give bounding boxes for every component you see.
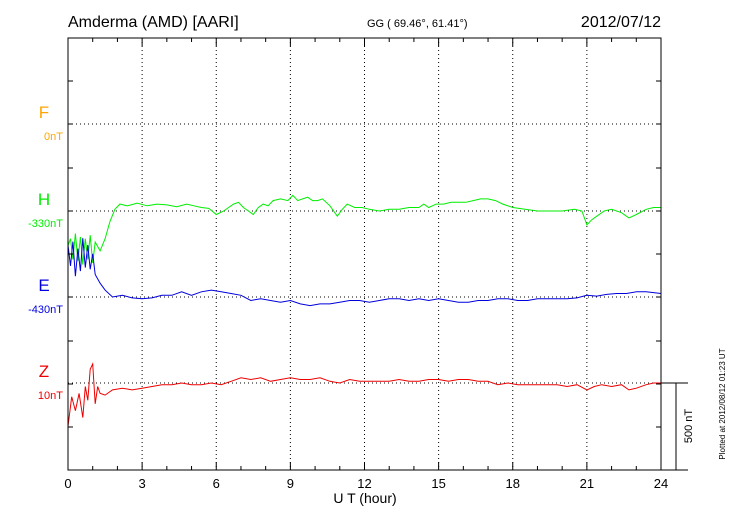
x-tick-label: 3 [139,476,146,491]
series-baseline-E: -430nT [28,304,63,316]
station-title: Amderma (AMD) [AARI] [68,14,239,31]
series-line-E [67,238,662,307]
scale-bar: 500 nT [661,382,695,471]
series-baseline-H: -330nT [28,218,63,230]
x-tick-label: 6 [213,476,220,491]
x-tick-label: 21 [580,476,594,491]
axis-ticks: 0 3 6 9 12 15 18 21 24 [64,38,668,491]
x-tick-label: 9 [287,476,294,491]
plotted-at-note: Plotted at 2012/08/12 01:23 UT [718,348,727,459]
x-tick-label: 24 [654,476,668,491]
x-tick-label: 0 [64,476,71,491]
series-baseline-F: 0nT [44,131,63,143]
series-line-H [67,194,661,265]
x-tick-label: 12 [357,476,371,491]
x-axis-label: U T (hour) [333,490,396,506]
series-name-H: H [38,190,50,209]
component-labels: F 0nT H -330nT E -430nT Z 10nT [28,103,63,402]
x-tick-label: 15 [431,476,445,491]
series-name-F: F [39,103,49,122]
series-baseline-Z: 10nT [38,390,63,402]
series-group [67,194,662,427]
series-name-E: E [38,276,49,295]
x-tick-label: 18 [506,476,520,491]
grid [68,38,661,470]
scale-bar-label: 500 nT [683,409,695,444]
coordinates-label: GG ( 69.46°, 61.41°) [367,18,468,30]
date-label: 2012/07/12 [581,14,661,31]
series-name-Z: Z [39,362,49,381]
series-line-Z [67,362,661,427]
